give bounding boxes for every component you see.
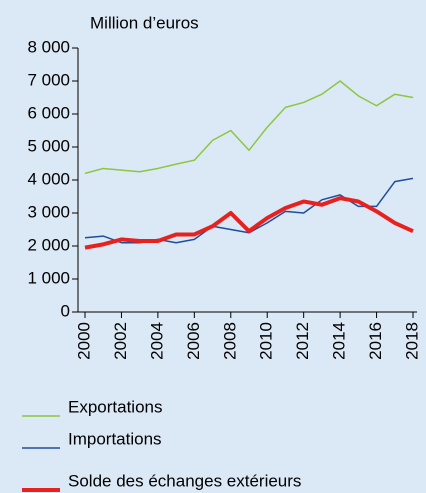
line-series [84,196,414,250]
x-tick-label: 2016 [366,322,385,360]
x-tick-label: 2000 [74,322,93,360]
y-tick-label: 3 000 [27,202,70,221]
x-tick-label: 2004 [147,322,166,360]
x-tick-label: 2014 [330,322,349,360]
y-tick-label: 7 000 [27,70,70,89]
x-tick-label: 2008 [220,322,239,360]
legend-label: Importations [68,429,162,448]
x-tick-label: 2012 [293,322,312,360]
y-tick-label: 4 000 [27,169,70,188]
y-tick-label: 6 000 [27,103,70,122]
y-tick-label: 2 000 [27,235,70,254]
line-series [84,80,414,175]
x-tick-label: 2002 [111,322,130,360]
x-tick-label: 2006 [184,322,203,360]
legend-label: Exportations [68,397,163,416]
y-tick-label: 5 000 [27,136,70,155]
y-tick-label: 1 000 [27,268,70,287]
y-tick-label: 8 000 [27,37,70,56]
x-tick-label: 2018 [402,322,421,360]
legend-label: Solde des échanges extérieurs [68,471,301,490]
y-tick-label: 0 [61,301,70,320]
y-axis-label: Million d’euros [90,13,199,32]
x-tick-label: 2010 [257,322,276,360]
